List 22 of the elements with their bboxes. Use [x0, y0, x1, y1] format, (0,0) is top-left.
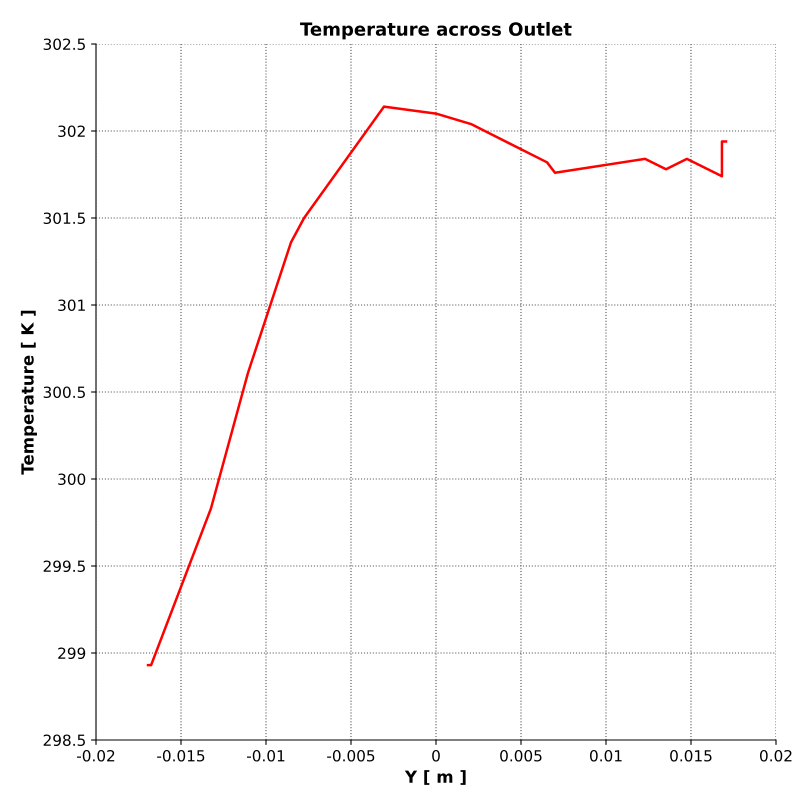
- x-tick-label: -0.005: [327, 750, 374, 762]
- line-series: [146, 105, 728, 666]
- chart-title: Temperature across Outlet: [300, 22, 572, 40]
- x-tick-label: -0.02: [76, 750, 114, 762]
- x-tick-label: 0.015: [670, 750, 712, 762]
- x-tick-label: 0.02: [760, 750, 792, 762]
- x-tick-label: 0.005: [500, 750, 542, 762]
- y-tick-label: 300: [58, 473, 86, 486]
- y-tick-label: 299.5: [44, 560, 85, 572]
- y-tick-label: 301.5: [44, 212, 85, 224]
- y-tick-label: 300.5: [44, 386, 85, 398]
- x-tick-label: -0.01: [246, 750, 284, 762]
- x-axis-title: Y [ m ]: [404, 770, 466, 785]
- y-tick-label: 302: [58, 125, 85, 138]
- x-tick-label: 0.01: [590, 750, 622, 762]
- y-tick-label: 301: [58, 299, 85, 312]
- x-tick-label: 0: [432, 750, 440, 762]
- y-tick-label: 302.5: [44, 38, 85, 50]
- y-axis-title: Temperature [ K ]: [20, 310, 37, 475]
- y-tick-label: 298.5: [44, 734, 85, 746]
- x-tick-label: -0.015: [157, 750, 204, 762]
- y-tick-label: 299: [58, 647, 86, 660]
